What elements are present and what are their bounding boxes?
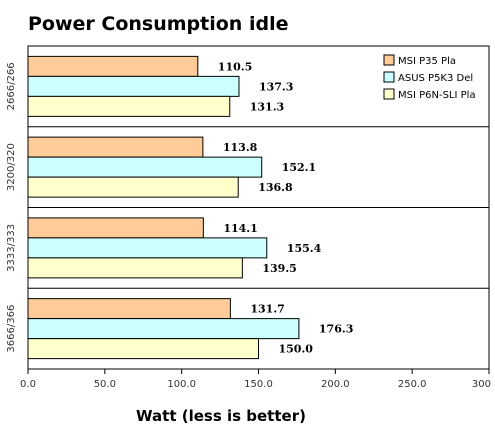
x-tick-label: 300 bbox=[472, 379, 491, 390]
category-label: 2666/266 bbox=[6, 62, 17, 110]
data-label: 136.8 bbox=[258, 181, 293, 194]
bar-3200-320-series-1 bbox=[27, 136, 204, 158]
x-tick-label: 0.0 bbox=[20, 379, 36, 390]
data-label: 150.0 bbox=[279, 343, 314, 356]
bar-2666-266-series-1 bbox=[27, 55, 199, 77]
data-label: 137.3 bbox=[259, 80, 293, 93]
bar-3333-333-series-1 bbox=[27, 217, 204, 239]
legend-entry: MSI P6N-SLI Pla bbox=[398, 90, 476, 101]
bar-3666-366-series-2 bbox=[27, 318, 300, 340]
data-label: 176.3 bbox=[319, 323, 353, 336]
x-axis: 0.0 50.0 100.0 150.0 200.0 250.0 300 bbox=[20, 369, 491, 390]
data-label: 155.4 bbox=[287, 242, 322, 255]
legend-entry: MSI P35 Pla bbox=[398, 56, 456, 67]
category-label: 3200/320 bbox=[6, 143, 17, 191]
category-label: 3666/366 bbox=[6, 305, 17, 353]
data-label: 114.1 bbox=[223, 222, 257, 235]
bar-3666-366-series-1 bbox=[27, 298, 231, 320]
data-label: 131.7 bbox=[250, 303, 284, 316]
data-label: 152.1 bbox=[282, 161, 316, 174]
x-tick-label: 200.0 bbox=[321, 379, 350, 390]
data-label: 110.5 bbox=[218, 60, 252, 73]
data-label: 139.5 bbox=[262, 262, 296, 275]
legend-entry: ASUS P5K3 Del bbox=[398, 73, 473, 84]
x-tick-label: 150.0 bbox=[244, 379, 273, 390]
x-axis-title: Watt (less is better) bbox=[136, 407, 306, 425]
legend: MSI P35 Pla ASUS P5K3 Del MSI P6N-SLI Pla bbox=[383, 54, 476, 101]
bar-2666-266-series-2 bbox=[27, 75, 240, 97]
x-tick-label: 50.0 bbox=[94, 379, 116, 390]
data-label: 113.8 bbox=[223, 141, 258, 154]
legend-swatch bbox=[383, 88, 395, 100]
x-tick-label: 100.0 bbox=[167, 379, 196, 390]
legend-swatch bbox=[383, 54, 395, 66]
legend-swatch bbox=[383, 71, 395, 83]
plot-area: 110.5 137.3 131.3 2666/266 113.8 152.1 136.8 32… bbox=[6, 45, 490, 370]
chart-title: Power Consumption idle bbox=[28, 13, 288, 35]
data-label: 131.3 bbox=[250, 100, 284, 113]
bar-3200-320-series-3 bbox=[27, 176, 239, 198]
x-tick-label: 250.0 bbox=[398, 379, 427, 390]
bar-3333-333-series-3 bbox=[27, 257, 243, 279]
category-label: 3333/333 bbox=[6, 224, 17, 272]
bar-2666-266-series-3 bbox=[27, 95, 231, 117]
bar-3333-333-series-2 bbox=[27, 237, 268, 259]
bar-3666-366-series-3 bbox=[27, 338, 259, 360]
bar-3200-320-series-2 bbox=[27, 156, 263, 178]
